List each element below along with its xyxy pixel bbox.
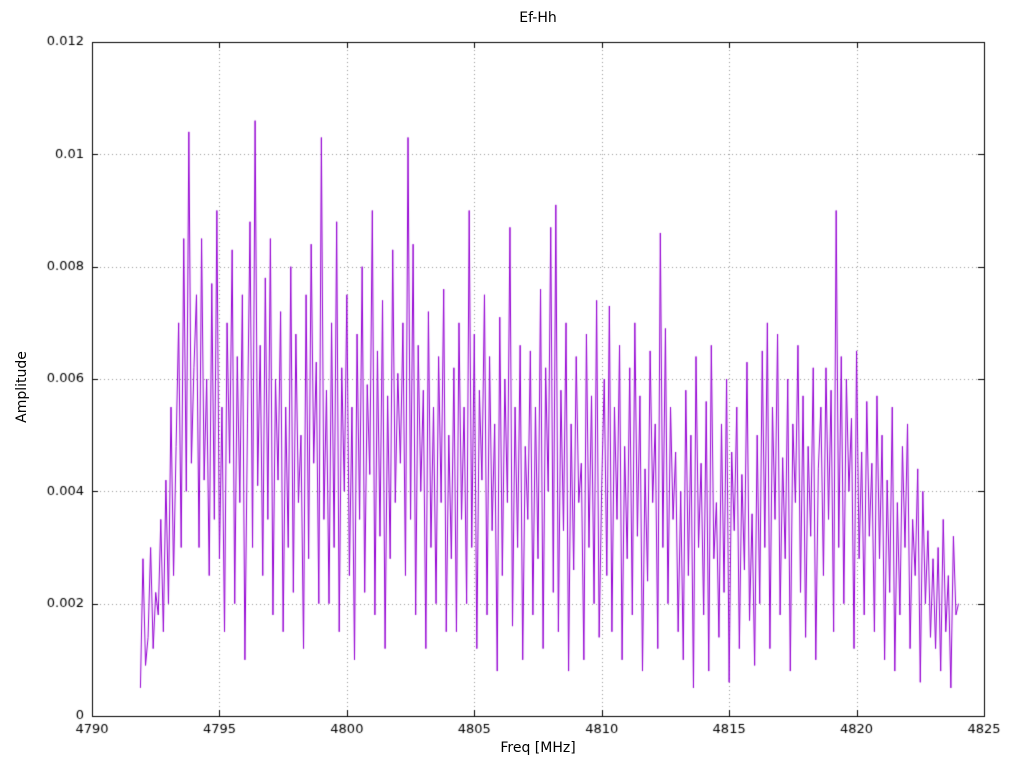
- y-axis-label: Amplitude: [14, 351, 30, 423]
- chart-title: Ef-Hh: [519, 10, 557, 26]
- x-axis-label: Freq [MHz]: [500, 740, 576, 756]
